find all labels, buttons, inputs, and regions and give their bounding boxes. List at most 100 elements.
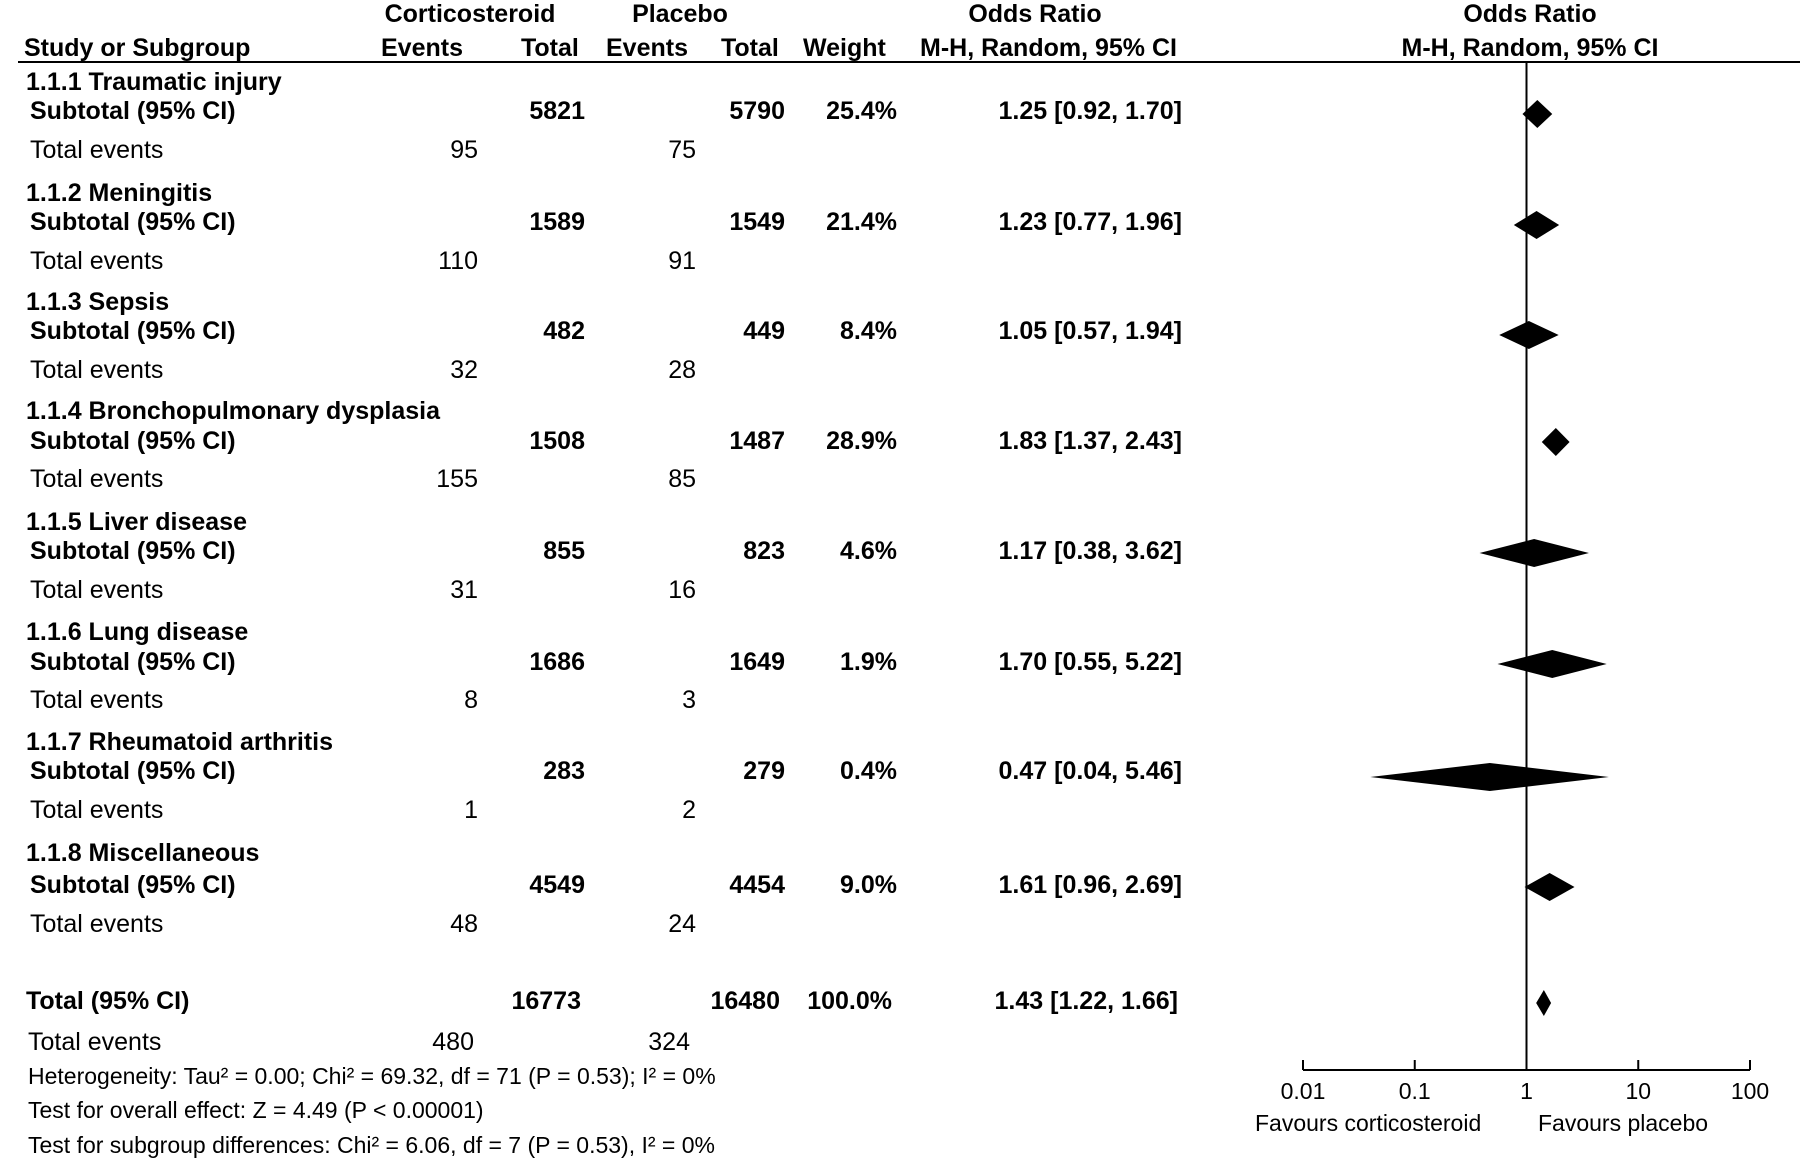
subtotal-total1: 1589 xyxy=(529,208,585,236)
subtotal-total2: 1487 xyxy=(729,427,785,455)
subtotal-label: Subtotal (95% CI) xyxy=(30,427,236,455)
diamond-3 xyxy=(1499,321,1559,349)
subtotal-total2: 4454 xyxy=(729,871,785,899)
events2: 2 xyxy=(682,796,696,824)
events2: 91 xyxy=(668,247,696,275)
subtotal-weight: 8.4% xyxy=(840,317,897,345)
subtotal-label: Subtotal (95% CI) xyxy=(30,317,236,345)
overall-events2: 324 xyxy=(648,1028,690,1056)
overall-total1: 16773 xyxy=(511,987,581,1015)
subtotal-total2: 449 xyxy=(743,317,785,345)
subtotal-ci: 1.05 [0.57, 1.94] xyxy=(998,317,1182,345)
subtotal-weight: 9.0% xyxy=(840,871,897,899)
diamond-4 xyxy=(1541,428,1570,456)
diamond-5 xyxy=(1479,539,1589,567)
x-tick-label: 100 xyxy=(1730,1078,1770,1104)
events1: 110 xyxy=(438,247,478,275)
subtotal-ci: 1.17 [0.38, 3.62] xyxy=(998,537,1182,565)
overall-effect-note: Test for overall effect: Z = 4.49 (P < 0… xyxy=(28,1097,484,1123)
subtotal-weight: 25.4% xyxy=(826,97,897,125)
events1: 155 xyxy=(436,465,478,493)
subtotal-weight: 4.6% xyxy=(840,537,897,565)
subtotal-total1: 4549 xyxy=(529,871,585,899)
header-events2: Events xyxy=(606,34,688,62)
subgroup-name: 1.1.4 Bronchopulmonary dysplasia xyxy=(26,397,441,425)
overall-label: Total (95% CI) xyxy=(26,987,190,1015)
events1: 31 xyxy=(450,576,478,604)
events-label: Total events xyxy=(30,465,164,493)
subtotal-total1: 5821 xyxy=(529,97,585,125)
subtotal-label: Subtotal (95% CI) xyxy=(30,97,236,125)
header-plot-method: M-H, Random, 95% CI xyxy=(1401,34,1659,62)
subtotal-label: Subtotal (95% CI) xyxy=(30,648,236,676)
subtotal-ci: 0.47 [0.04, 5.46] xyxy=(998,757,1182,785)
subgroup-name: 1.1.5 Liver disease xyxy=(26,508,247,536)
diamond-9 xyxy=(1536,990,1552,1016)
x-tick-label: 10 xyxy=(1625,1078,1652,1104)
events-label: Total events xyxy=(30,247,164,275)
subtotal-weight: 28.9% xyxy=(826,427,897,455)
header-method: M-H, Random, 95% CI xyxy=(920,34,1177,62)
events1: 48 xyxy=(450,910,478,938)
events-label: Total events xyxy=(30,686,164,714)
events1: 1 xyxy=(464,796,478,824)
diamond-7 xyxy=(1370,763,1609,791)
overall-weight: 100.0% xyxy=(807,987,892,1015)
header-or: Odds Ratio xyxy=(968,0,1102,28)
subtotal-ci: 1.61 [0.96, 2.69] xyxy=(998,871,1182,899)
events-label: Total events xyxy=(30,576,164,604)
subgroup-name: 1.1.7 Rheumatoid arthritis xyxy=(26,728,334,756)
overall-events1: 480 xyxy=(432,1028,474,1056)
header-events1: Events xyxy=(381,34,463,62)
header-total2: Total xyxy=(721,34,779,62)
subtotal-label: Subtotal (95% CI) xyxy=(30,757,236,785)
header-weight: Weight xyxy=(803,34,886,62)
subtotal-weight: 1.9% xyxy=(840,648,897,676)
subtotal-ci: 1.83 [1.37, 2.43] xyxy=(998,427,1182,455)
events-label: Total events xyxy=(30,136,164,164)
header-group2: Placebo xyxy=(632,0,728,28)
header-group1: Corticosteroid xyxy=(384,0,556,28)
events1: 8 xyxy=(464,686,478,714)
events2: 3 xyxy=(682,686,696,714)
events2: 28 xyxy=(668,356,696,384)
events2: 85 xyxy=(668,465,696,493)
x-tick-label: 1 xyxy=(1520,1078,1533,1104)
favours-left-label: Favours corticosteroid xyxy=(1255,1110,1482,1136)
x-tick-label: 0.01 xyxy=(1280,1078,1326,1104)
subtotal-total2: 5790 xyxy=(729,97,785,125)
subtotal-ci: 1.23 [0.77, 1.96] xyxy=(998,208,1182,236)
subtotal-ci: 1.70 [0.55, 5.22] xyxy=(998,648,1182,676)
diamond-1 xyxy=(1522,100,1553,128)
events2: 24 xyxy=(668,910,696,938)
subgroup-name: 1.1.3 Sepsis xyxy=(26,288,170,316)
subtotal-label: Subtotal (95% CI) xyxy=(30,537,236,565)
header-total1: Total xyxy=(521,34,579,62)
header-plot-or: Odds Ratio xyxy=(1463,0,1597,28)
subgroup-name: 1.1.2 Meningitis xyxy=(26,179,213,207)
subtotal-total2: 1549 xyxy=(729,208,785,236)
subgroup-name: 1.1.1 Traumatic injury xyxy=(26,68,282,96)
subgroup-name: 1.1.8 Miscellaneous xyxy=(26,839,260,867)
subtotal-label: Subtotal (95% CI) xyxy=(30,871,236,899)
overall-events-label: Total events xyxy=(28,1028,162,1056)
subtotal-weight: 0.4% xyxy=(840,757,897,785)
subtotal-total1: 1508 xyxy=(529,427,585,455)
heterogeneity-note: Heterogeneity: Tau² = 0.00; Chi² = 69.32… xyxy=(28,1063,716,1089)
overall-ci: 1.43 [1.22, 1.66] xyxy=(994,987,1178,1015)
events-label: Total events xyxy=(30,796,164,824)
subgroup-diff-note: Test for subgroup differences: Chi² = 6.… xyxy=(28,1132,715,1158)
subtotal-total2: 823 xyxy=(743,537,785,565)
events-label: Total events xyxy=(30,910,164,938)
events1: 32 xyxy=(450,356,478,384)
events1: 95 xyxy=(450,136,478,164)
header-study: Study or Subgroup xyxy=(24,34,251,62)
subgroup-name: 1.1.6 Lung disease xyxy=(26,618,249,646)
diamond-2 xyxy=(1513,211,1560,239)
subtotal-total2: 279 xyxy=(743,757,785,785)
subtotal-total2: 1649 xyxy=(729,648,785,676)
subtotal-label: Subtotal (95% CI) xyxy=(30,208,236,236)
subtotal-total1: 1686 xyxy=(529,648,585,676)
x-tick-label: 0.1 xyxy=(1398,1078,1431,1104)
